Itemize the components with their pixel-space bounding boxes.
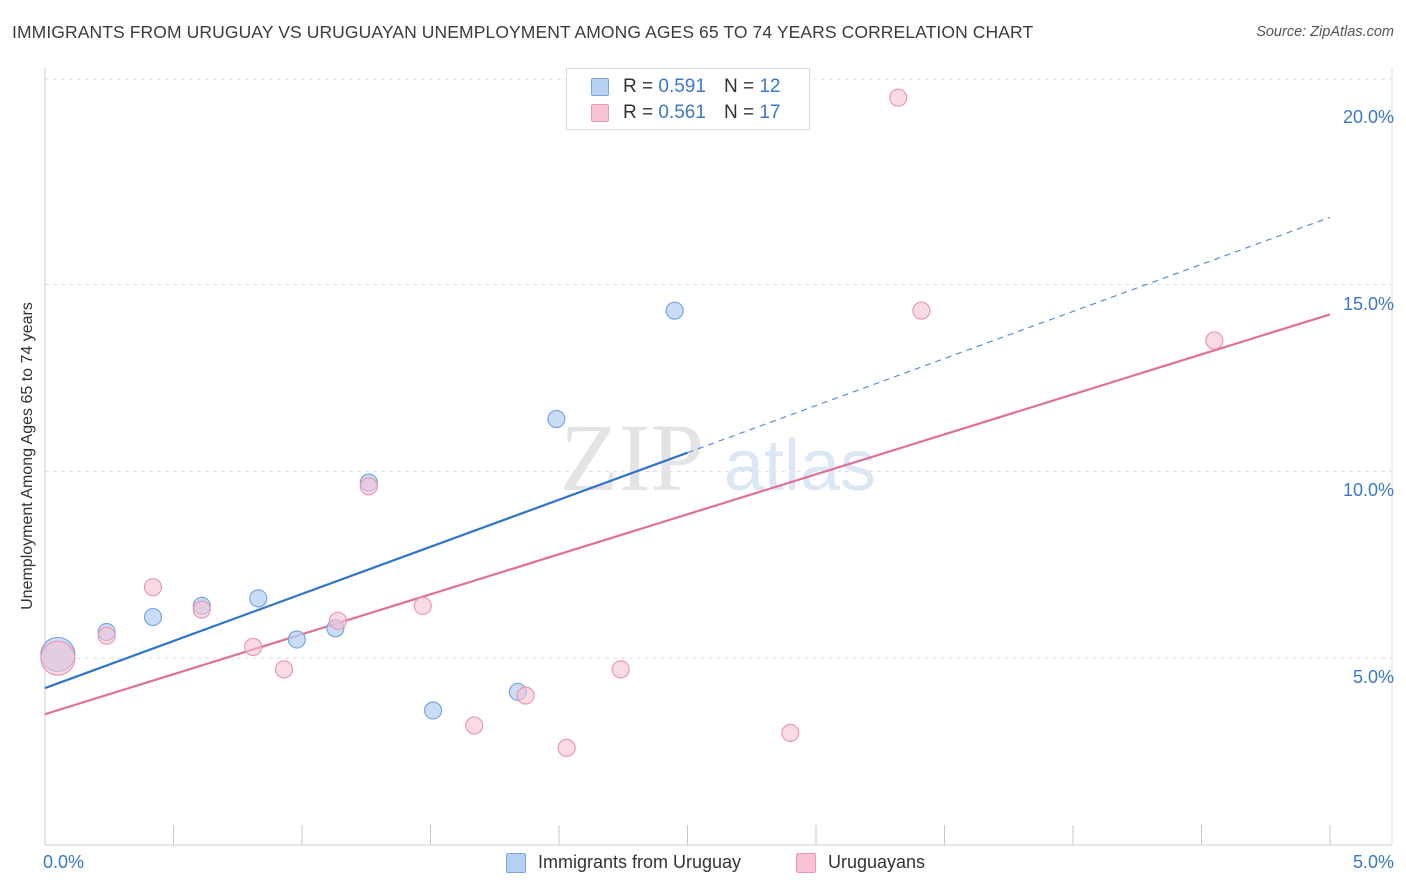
legend-n-label: N = [723,76,755,97]
legend-n-label: N = [723,102,755,123]
point-uruguay-immigrants [249,589,268,608]
watermark-zip: ZIP [560,404,704,511]
y-tick-label: 15.0% [1342,293,1394,314]
legend-n-value: 12 [759,76,781,97]
point-uruguayans [40,640,76,676]
point-uruguayans [143,578,163,597]
y-tick-label: 20.0% [1342,106,1394,127]
legend-row-uruguayans: R = 0.561 N = 17 [591,101,780,125]
points-layer [40,88,1224,757]
legend-r-label: R = [623,102,654,123]
axis-layer [44,68,1393,846]
point-uruguayans [97,626,116,645]
point-uruguayans [781,723,800,743]
point-uruguay-immigrants [547,409,566,429]
bottom-legend-label: Uruguayans [828,852,926,872]
point-uruguayans [192,600,211,619]
bottom-legend-swatch-pink [796,852,816,873]
legend-swatch-pink [591,104,609,122]
point-uruguay-immigrants [143,607,163,627]
legend-r-value: 0.561 [658,102,706,123]
trend-extension-uruguay-immigrants [687,216,1331,454]
trend-line-uruguay-immigrants [44,451,688,690]
point-uruguay-immigrants [423,701,443,720]
point-uruguay-immigrants [287,630,306,649]
point-uruguayans [889,88,908,107]
point-uruguay-immigrants [665,301,684,320]
point-uruguayans [516,686,535,705]
legend-r-label: R = [623,76,654,97]
bottom-legend-label: Immigrants from Uruguay [538,852,742,872]
legend-swatch-blue [591,78,609,96]
correlation-legend: R = 0.591 N = 12 R = 0.561 N = 17 [566,68,810,130]
point-uruguayans [244,637,263,657]
y-axis-label: Unemployment Among Ages 65 to 74 years [19,302,36,610]
bottom-legend-uruguay-immigrants: Immigrants from Uruguay [506,852,741,873]
point-uruguayans [413,596,432,615]
watermark: ZIP atlas [560,404,876,511]
point-uruguayans [912,301,931,320]
y-tick-label: 10.0% [1342,480,1394,501]
trend-line-uruguayans [44,313,1331,716]
legend-r-value: 0.591 [658,76,706,97]
point-uruguayans [1205,331,1224,350]
watermark-atlas: atlas [724,426,876,506]
source-note: Source: ZipAtlas.com [1256,24,1394,40]
grid-layer [45,78,1392,659]
bottom-legend-swatch-blue [506,852,526,873]
point-uruguayans [465,716,484,735]
bottom-legend-uruguayans: Uruguayans [796,852,925,873]
point-uruguayans [611,660,630,679]
x-tick-label: 0.0% [43,852,85,872]
legend-n-value: 17 [759,102,781,123]
point-uruguayans [274,660,294,679]
legend-row-uruguay-immigrants: R = 0.591 N = 12 [591,75,780,99]
chart-title: IMMIGRANTS FROM URUGUAY VS URUGUAYAN UNE… [12,22,1034,42]
point-uruguayans [328,611,348,630]
point-uruguayans [359,477,378,496]
x-tick-label: 5.0% [1352,852,1394,872]
y-tick-label: 5.0% [1352,667,1394,688]
point-uruguayans [557,738,576,757]
